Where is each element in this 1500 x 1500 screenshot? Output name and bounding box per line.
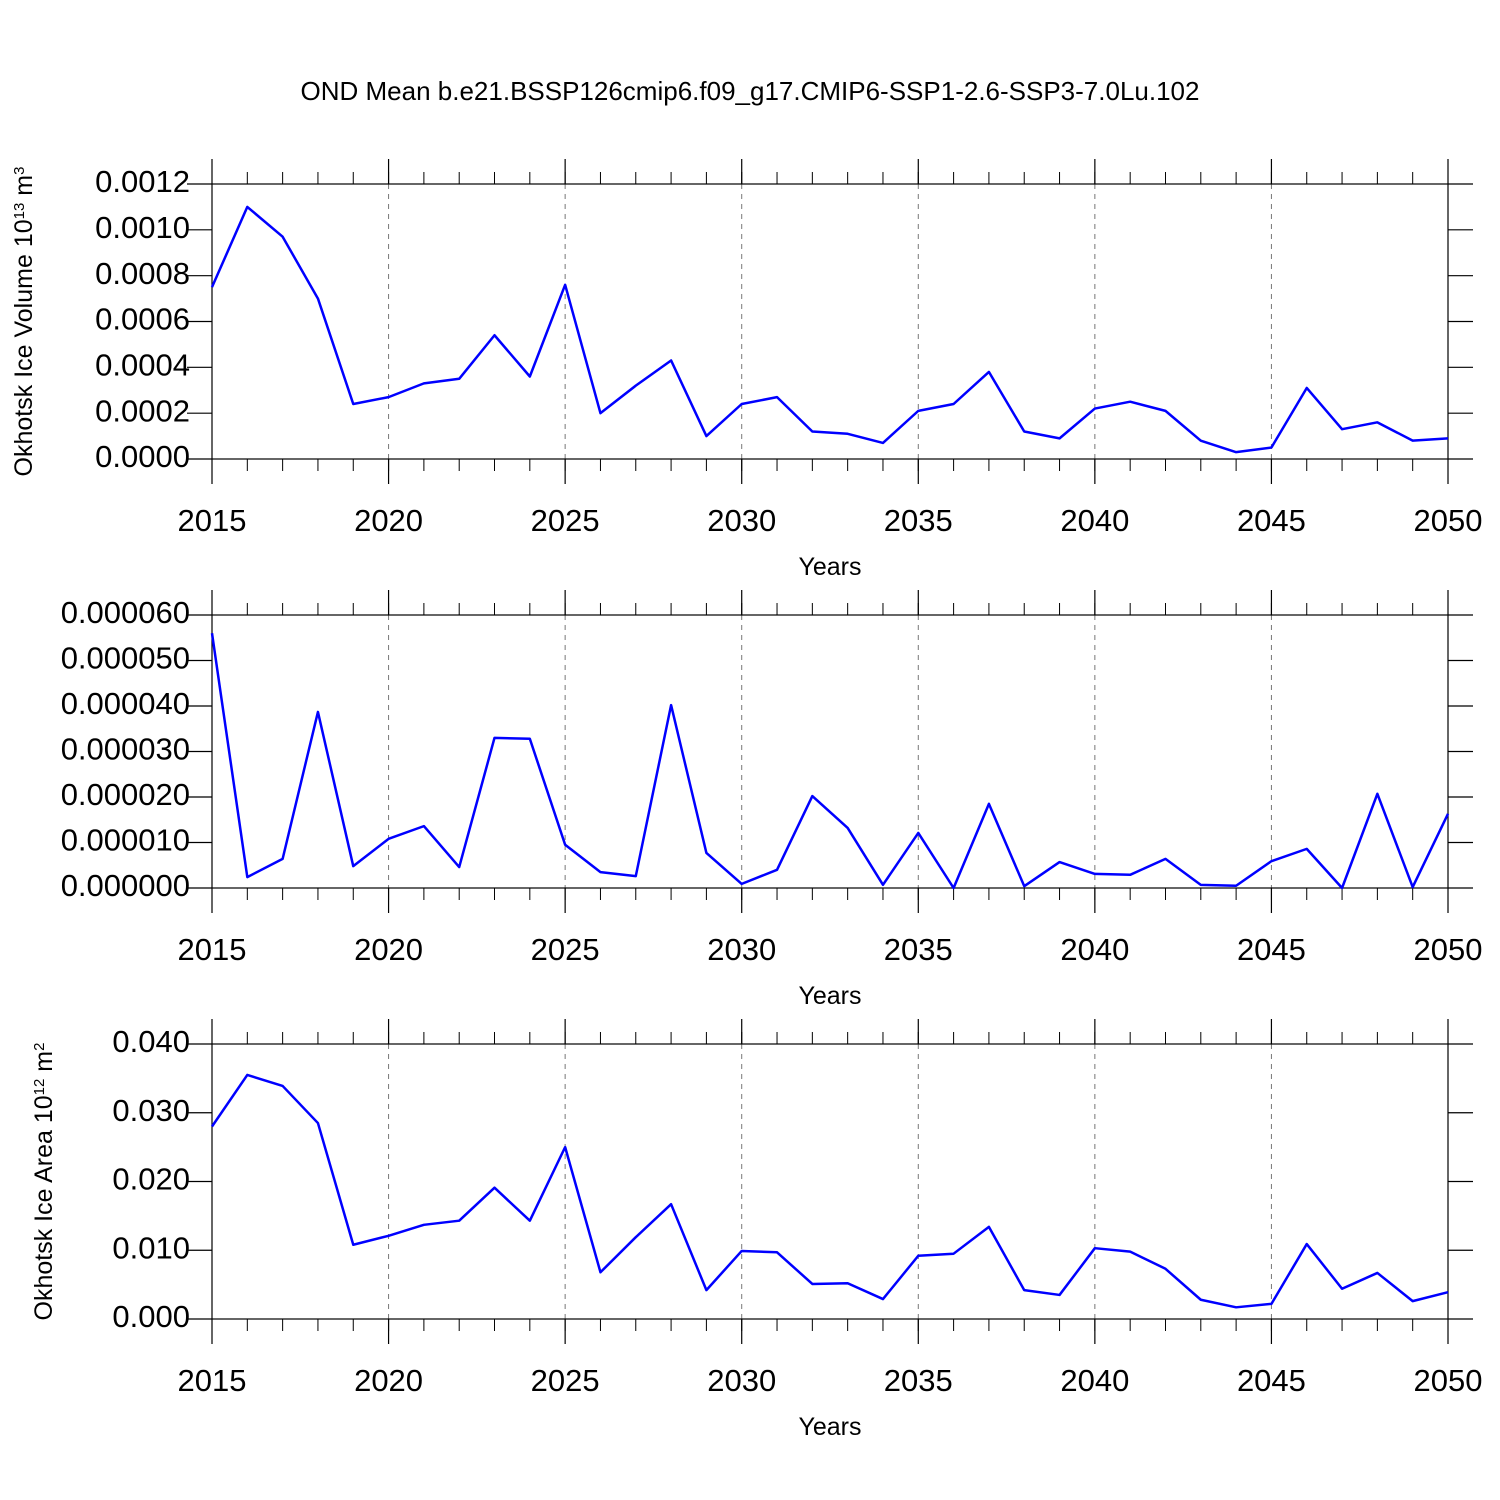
x-tick-label: 2050 bbox=[1414, 503, 1483, 538]
data-line bbox=[210, 1073, 1449, 1309]
x-tick-label: 2015 bbox=[178, 1363, 247, 1398]
x-tick-label: 2025 bbox=[531, 932, 600, 967]
y-tick-label: 0.000050 bbox=[61, 641, 190, 676]
y-tick-label: 0.000020 bbox=[61, 777, 190, 812]
y-tick-label: 0.0012 bbox=[95, 164, 190, 199]
x-tick-label: 2050 bbox=[1414, 1363, 1483, 1398]
x-axis-label: Years bbox=[798, 982, 861, 1010]
x-tick-label: 2035 bbox=[884, 932, 953, 967]
x-tick-label: 2045 bbox=[1237, 503, 1306, 538]
x-tick-label: 2040 bbox=[1060, 932, 1129, 967]
y-tick-label: 0.000030 bbox=[61, 732, 190, 767]
x-tick-label: 2035 bbox=[884, 1363, 953, 1398]
plot-frame bbox=[211, 614, 1449, 889]
x-tick-label: 2015 bbox=[178, 932, 247, 967]
y-label-text: Okhotsk Ice Volume 10 bbox=[10, 219, 38, 476]
y-axis-label: Okhotsk Ice Volume 1013 m3 bbox=[10, 167, 38, 477]
data-line bbox=[210, 633, 1450, 890]
y-label-exponent: 3 bbox=[11, 167, 28, 175]
x-tick-label: 2020 bbox=[354, 1363, 423, 1398]
y-tick-label: 0.040 bbox=[112, 1024, 190, 1059]
y-label-text: Okhotsk Ice Area 10 bbox=[30, 1095, 58, 1320]
data-line bbox=[210, 205, 1449, 454]
x-tick-label: 2030 bbox=[707, 503, 776, 538]
y-tick-label: 0.0002 bbox=[95, 393, 190, 428]
y-axis-label: Okhotsk Ice Area 1012 m2 bbox=[30, 1043, 58, 1321]
y-label-exponent: 13 bbox=[11, 203, 28, 220]
y-tick-label: 0.0010 bbox=[95, 210, 190, 245]
x-tick-label: 2020 bbox=[354, 503, 423, 538]
y-tick-label: 0.000060 bbox=[61, 595, 190, 630]
y-label-text: m bbox=[30, 1051, 58, 1079]
x-tick-label: 2015 bbox=[178, 503, 247, 538]
y-tick-label: 0.020 bbox=[112, 1162, 190, 1197]
y-label-exponent: 12 bbox=[31, 1079, 48, 1096]
x-axis-label: Years bbox=[798, 1413, 861, 1441]
x-tick-label: 2025 bbox=[531, 503, 600, 538]
y-tick-label: 0.0008 bbox=[95, 256, 190, 291]
y-tick-label: 0.030 bbox=[112, 1093, 190, 1128]
x-tick-label: 2040 bbox=[1060, 503, 1129, 538]
y-label-text: m bbox=[10, 175, 38, 203]
plot-frame bbox=[211, 1043, 1449, 1320]
y-tick-label: 0.0004 bbox=[95, 348, 190, 383]
y-tick-label: 0.000 bbox=[112, 1299, 190, 1334]
x-tick-label: 2050 bbox=[1414, 932, 1483, 967]
plot-frame bbox=[211, 183, 1449, 460]
x-tick-label: 2030 bbox=[707, 932, 776, 967]
y-tick-label: 0.010 bbox=[112, 1230, 190, 1265]
x-tick-label: 2045 bbox=[1237, 1363, 1306, 1398]
x-tick-label: 2030 bbox=[707, 1363, 776, 1398]
x-tick-label: 2035 bbox=[884, 503, 953, 538]
y-tick-label: 0.000040 bbox=[61, 686, 190, 721]
y-tick-label: 0.0000 bbox=[95, 439, 190, 474]
y-label-exponent: 2 bbox=[31, 1043, 48, 1051]
x-tick-label: 2045 bbox=[1237, 932, 1306, 967]
x-tick-label: 2020 bbox=[354, 932, 423, 967]
figure-title: OND Mean b.e21.BSSP126cmip6.f09_g17.CMIP… bbox=[301, 76, 1200, 106]
y-tick-label: 0.0006 bbox=[95, 302, 190, 337]
y-tick-label: 0.000010 bbox=[61, 823, 190, 858]
y-tick-label: 0.000000 bbox=[61, 868, 190, 903]
x-tick-label: 2040 bbox=[1060, 1363, 1129, 1398]
x-axis-label: Years bbox=[798, 553, 861, 581]
x-tick-label: 2025 bbox=[531, 1363, 600, 1398]
